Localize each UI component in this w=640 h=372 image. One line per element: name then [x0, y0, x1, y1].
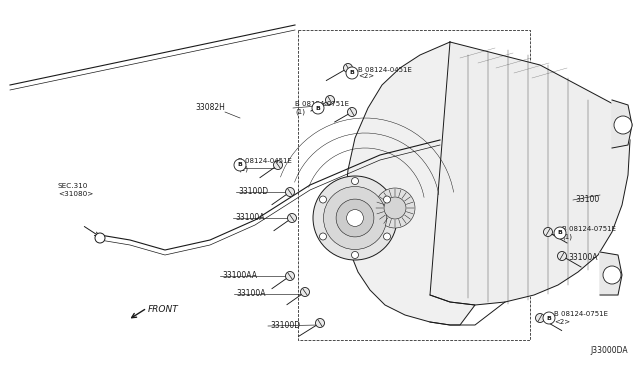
Circle shape	[319, 196, 326, 203]
Circle shape	[351, 251, 358, 259]
Circle shape	[346, 67, 358, 79]
Circle shape	[614, 116, 632, 134]
Text: 33100: 33100	[575, 196, 599, 205]
Circle shape	[323, 186, 387, 250]
Circle shape	[554, 227, 566, 239]
Circle shape	[383, 233, 390, 240]
Circle shape	[375, 188, 415, 228]
Text: B 08124-0751E
(1): B 08124-0751E (1)	[295, 101, 349, 115]
Circle shape	[312, 102, 324, 114]
Polygon shape	[612, 100, 632, 148]
Polygon shape	[345, 42, 475, 325]
Circle shape	[301, 288, 310, 296]
Text: 33100AA: 33100AA	[222, 272, 257, 280]
Text: 33100D: 33100D	[238, 187, 268, 196]
Circle shape	[313, 176, 397, 260]
Circle shape	[536, 314, 545, 323]
Circle shape	[319, 233, 326, 240]
Text: 33100A: 33100A	[236, 289, 266, 298]
Text: 33082H: 33082H	[195, 103, 225, 112]
Text: B 08124-0751E
<2>: B 08124-0751E <2>	[554, 311, 608, 324]
Circle shape	[316, 318, 324, 327]
Circle shape	[95, 233, 105, 243]
Circle shape	[348, 108, 356, 116]
Circle shape	[384, 197, 406, 219]
Circle shape	[336, 199, 374, 237]
Circle shape	[603, 266, 621, 284]
Polygon shape	[430, 42, 630, 305]
Polygon shape	[600, 252, 622, 295]
Text: 33100D: 33100D	[270, 321, 300, 330]
Circle shape	[383, 196, 390, 203]
Circle shape	[543, 312, 555, 324]
Text: J33000DA: J33000DA	[590, 346, 628, 355]
Circle shape	[273, 160, 282, 170]
Circle shape	[234, 159, 246, 171]
Text: B 08124-0451E
(1): B 08124-0451E (1)	[238, 158, 292, 172]
Circle shape	[344, 64, 353, 73]
Text: B: B	[237, 163, 243, 167]
Text: B 08124-0451E
<2>: B 08124-0451E <2>	[358, 67, 412, 80]
Text: B: B	[557, 231, 563, 235]
Circle shape	[351, 177, 358, 185]
Text: B 08124-0751E
(1): B 08124-0751E (1)	[562, 226, 616, 240]
Text: B: B	[349, 71, 355, 76]
Circle shape	[347, 209, 364, 227]
Text: 33100A: 33100A	[568, 253, 598, 263]
Circle shape	[285, 187, 294, 196]
Text: SEC.310
<31080>: SEC.310 <31080>	[58, 183, 93, 196]
Circle shape	[285, 272, 294, 280]
Text: B: B	[547, 315, 552, 321]
Text: FRONT: FRONT	[148, 305, 179, 314]
Circle shape	[543, 228, 552, 237]
Text: B: B	[316, 106, 321, 110]
Circle shape	[557, 251, 566, 260]
Text: 33100A: 33100A	[235, 214, 264, 222]
Circle shape	[326, 96, 335, 105]
Circle shape	[287, 214, 296, 222]
